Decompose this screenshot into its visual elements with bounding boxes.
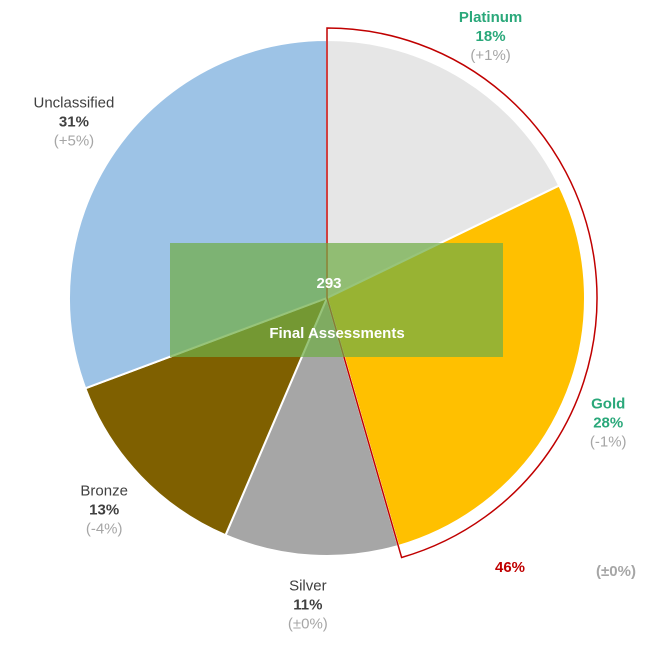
highlight-outline [326,27,598,559]
slice-change: (+5%) [54,132,94,149]
slice-percent: 11% [293,596,322,613]
slice-name: Unclassified [34,94,115,111]
slice-change: (±0%) [288,615,328,632]
slice-name: Platinum [459,9,522,26]
slice-percent: 18% [476,28,506,45]
highlight-change: (±0%) [596,563,636,580]
pie-slice [224,295,400,557]
slice-change: (-1%) [590,434,627,451]
slice-change: (-4%) [86,521,123,538]
center-value: 293 [316,275,341,292]
pie-slice [84,296,329,537]
slice-change: (+1%) [470,47,510,64]
slice-name: Gold [591,396,625,413]
slice-percent: 13% [89,502,119,519]
center-box [170,243,503,357]
highlight-value: 46% [495,559,525,576]
slice-name: Bronze [80,483,128,500]
center-label: Final Assessments [269,325,404,342]
slice-name: Silver [289,577,327,594]
slice-percent: 28% [593,415,623,432]
slice-percent: 31% [59,113,89,130]
pie-slice [326,38,561,300]
